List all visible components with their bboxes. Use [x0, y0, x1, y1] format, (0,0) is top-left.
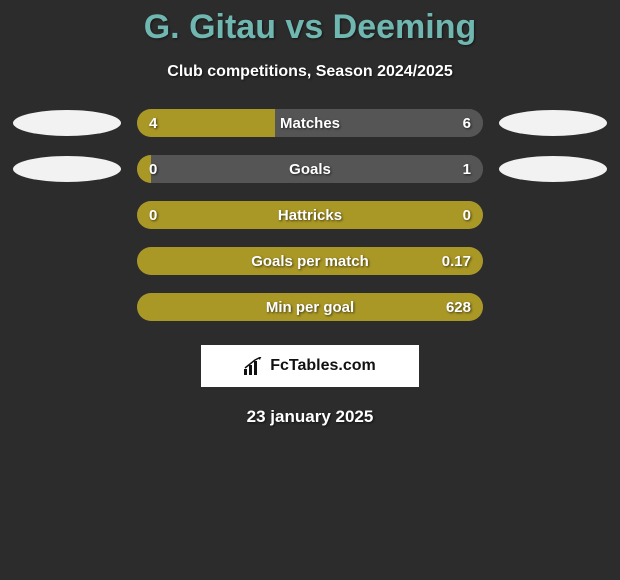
stats-area: Matches46Goals01Hattricks00Goals per mat…	[0, 109, 620, 321]
page-title: G. Gitau vs Deeming	[0, 0, 620, 47]
player2-badge	[499, 156, 607, 182]
stat-label: Hattricks	[137, 201, 483, 229]
stat-value-left: 0	[149, 155, 157, 183]
date-text: 23 january 2025	[0, 407, 620, 427]
stat-label: Goals per match	[137, 247, 483, 275]
stat-value-right: 0	[463, 201, 471, 229]
stat-value-left: 4	[149, 109, 157, 137]
brand-text: FcTables.com	[270, 357, 376, 375]
brand-box: FcTables.com	[201, 345, 419, 387]
stat-bar: Goals0 1	[137, 155, 483, 183]
stat-value-right: 0.17	[442, 247, 471, 275]
player1-badge	[13, 156, 121, 182]
stat-row: Goals0 1	[0, 155, 620, 183]
stat-bar: Matches4 6	[137, 109, 483, 137]
player1-badge	[13, 110, 121, 136]
stat-row: Hattricks0 0	[0, 201, 620, 229]
chart-icon	[244, 357, 264, 375]
stat-value-right: 1	[463, 155, 471, 183]
stat-value-right: 6	[463, 109, 471, 137]
stat-label: Matches	[137, 109, 483, 137]
stat-value-right: 628	[446, 293, 471, 321]
player2-badge	[499, 110, 607, 136]
stat-bar: Hattricks0 0	[137, 201, 483, 229]
stat-bar: Min per goal628	[137, 293, 483, 321]
stat-label: Min per goal	[137, 293, 483, 321]
stat-label: Goals	[137, 155, 483, 183]
stat-row: Min per goal628	[0, 293, 620, 321]
subtitle: Club competitions, Season 2024/2025	[0, 63, 620, 81]
stat-value-left: 0	[149, 201, 157, 229]
stat-row: Matches4 6	[0, 109, 620, 137]
stat-bar: Goals per match0.17	[137, 247, 483, 275]
stat-row: Goals per match0.17	[0, 247, 620, 275]
